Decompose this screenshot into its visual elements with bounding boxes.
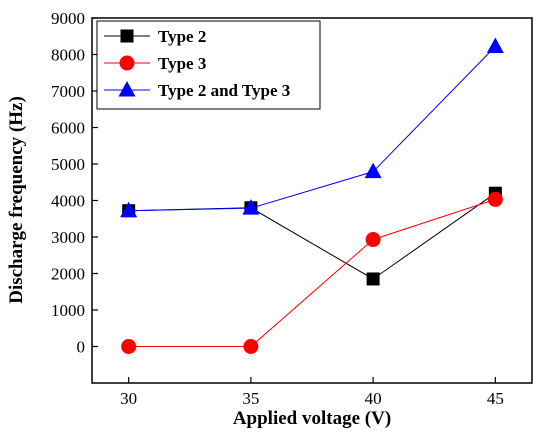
series-line xyxy=(128,192,496,280)
data-point xyxy=(486,37,504,53)
series-2 xyxy=(121,191,503,354)
series-line xyxy=(128,46,496,212)
y-tick-label: 4000 xyxy=(51,192,85,211)
y-tick-label: 6000 xyxy=(51,119,85,138)
data-point xyxy=(242,199,260,215)
series-1 xyxy=(122,186,502,286)
x-tick-label: 35 xyxy=(242,389,259,408)
data-point xyxy=(487,191,503,207)
legend-marker xyxy=(118,81,136,97)
y-tick-label: 3000 xyxy=(51,228,85,247)
data-point xyxy=(120,201,138,218)
series-3 xyxy=(120,37,504,218)
y-tick-label: 2000 xyxy=(51,265,85,284)
data-point xyxy=(365,232,381,248)
y-axis-title: Discharge frequency (Hz) xyxy=(6,96,27,304)
legend-marker xyxy=(120,29,134,43)
legend-label: Type 2 and Type 3 xyxy=(158,81,290,100)
y-tick-label: 1000 xyxy=(51,301,85,320)
data-point xyxy=(243,339,259,354)
legend-marker xyxy=(119,55,135,71)
legend-item: Type 2 and Type 3 xyxy=(104,81,290,100)
x-axis-title: Applied voltage (V) xyxy=(233,408,391,429)
x-tick-label: 30 xyxy=(120,389,137,408)
legend-items: Type 2 Type 3 Type 2 and Type 3 xyxy=(104,27,290,100)
legend: Type 2 Type 3 Type 2 and Type 3 xyxy=(96,20,321,110)
y-axis: 0 1000 2000 3000 4000 5000 6000 7000 8000 9000 xyxy=(51,9,98,357)
legend-item: Type 2 xyxy=(104,27,206,46)
y-tick-label: 5000 xyxy=(51,155,85,174)
series-layer xyxy=(120,37,504,354)
data-point xyxy=(121,339,137,354)
legend-label: Type 2 xyxy=(158,27,206,46)
x-tick-label: 40 xyxy=(365,389,382,408)
data-point xyxy=(366,272,380,286)
y-tick-label: 0 xyxy=(77,338,86,357)
data-point xyxy=(364,162,382,179)
series-line xyxy=(128,198,496,347)
legend-label: Type 3 xyxy=(158,54,206,73)
y-tick-label: 9000 xyxy=(51,9,85,28)
x-axis: 30 35 40 45 xyxy=(120,377,504,408)
y-tick-label: 8000 xyxy=(51,46,85,65)
legend-item: Type 3 xyxy=(104,54,206,73)
x-tick-label: 45 xyxy=(487,389,504,408)
y-tick-label: 7000 xyxy=(51,82,85,101)
